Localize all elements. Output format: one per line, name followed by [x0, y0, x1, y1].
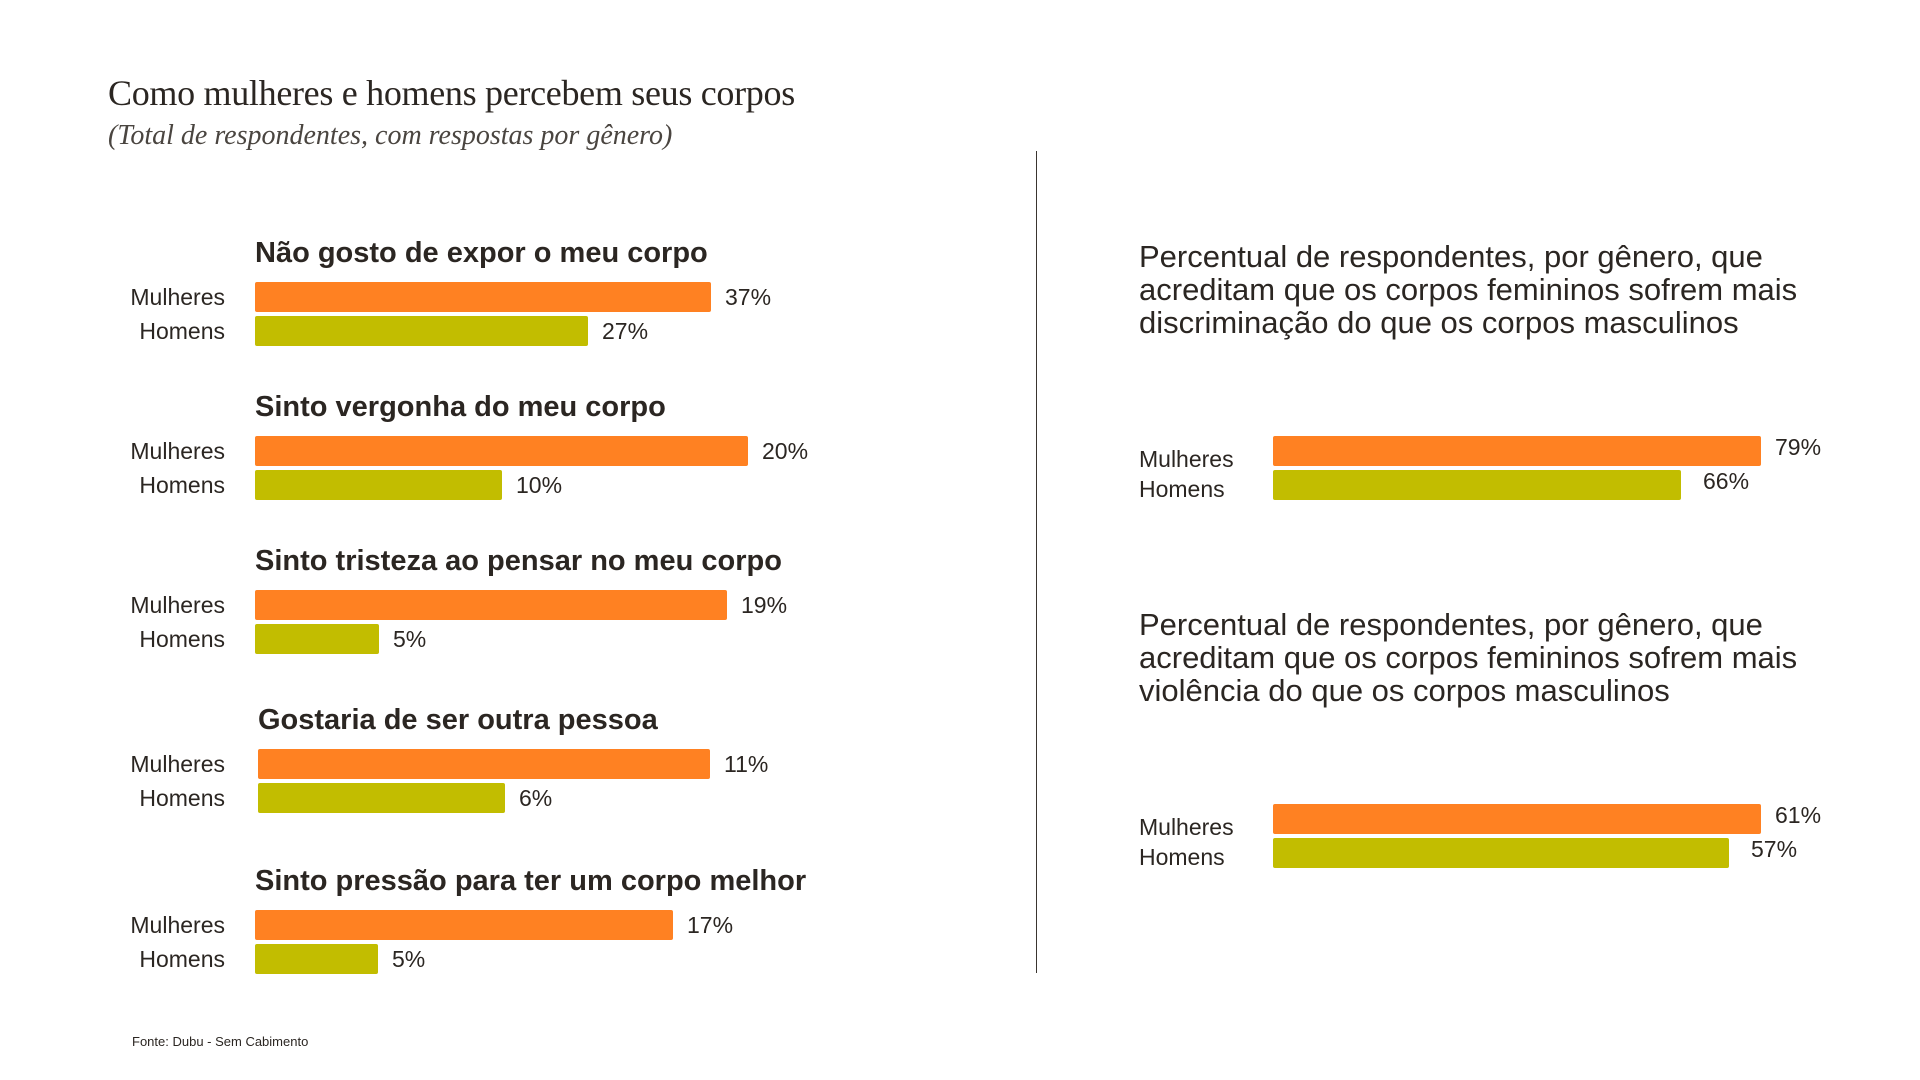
- value-label-homens: 27%: [602, 318, 649, 344]
- group-heading: Sinto vergonha do meu corpo: [255, 391, 666, 423]
- bar-mulheres: [255, 436, 748, 466]
- source-note: Fonte: Dubu - Sem Cabimento: [132, 1034, 309, 1049]
- value-label-homens: 10%: [516, 472, 563, 498]
- bar-mulheres: [1273, 804, 1761, 834]
- value-label-homens: 57%: [1751, 836, 1798, 862]
- group-heading: Não gosto de expor o meu corpo: [255, 237, 708, 269]
- bar-mulheres: [255, 590, 727, 620]
- bar-mulheres: [258, 749, 710, 779]
- bar-homens: [255, 944, 378, 974]
- value-label-homens: 5%: [393, 626, 427, 652]
- row-label-mulheres: Mulheres: [130, 284, 225, 310]
- bar-mulheres: [1273, 436, 1761, 466]
- bar-group: Sinto vergonha do meu corpo Mulheres 20% Ho…: [0, 391, 1020, 521]
- panel-divider: [1036, 151, 1037, 973]
- bar-homens: [1273, 470, 1681, 500]
- value-label-mulheres: 11%: [724, 751, 769, 777]
- row-label-homens: Homens: [139, 318, 225, 344]
- page-subtitle: (Total de respondentes, com respostas po…: [108, 120, 673, 151]
- right-chart: Percentual de respondentes, por gênero, …: [1139, 239, 1899, 502]
- row-label-homens: Homens: [1139, 844, 1225, 870]
- group-heading: Sinto tristeza ao pensar no meu corpo: [255, 545, 782, 577]
- row-label-mulheres: Mulheres: [130, 751, 225, 777]
- bar-mulheres: [255, 282, 711, 312]
- value-label-mulheres: 61%: [1775, 802, 1822, 828]
- row-label-mulheres: Mulheres: [130, 912, 225, 938]
- value-label-homens: 6%: [519, 785, 553, 811]
- bar-group: Não gosto de expor o meu corpo Mulheres 37…: [0, 237, 1020, 367]
- row-label-homens: Homens: [139, 626, 225, 652]
- right-chart-title: Percentual de respondentes, por gênero, …: [1139, 607, 1798, 708]
- bar-homens: [255, 316, 588, 346]
- value-label-mulheres: 37%: [725, 284, 772, 310]
- row-label-homens: Homens: [139, 946, 225, 972]
- row-label-mulheres: Mulheres: [130, 438, 225, 464]
- group-heading: Sinto pressão para ter um corpo melhor: [255, 865, 807, 897]
- bar-homens: [255, 624, 379, 654]
- value-label-homens: 66%: [1703, 468, 1750, 494]
- value-label-mulheres: 20%: [762, 438, 809, 464]
- bar-group: Gostaria de ser outra pessoa Mulheres 11% H…: [0, 704, 1020, 834]
- bar-homens: [255, 470, 502, 500]
- row-label-homens: Homens: [139, 472, 225, 498]
- row-label-homens: Homens: [139, 785, 225, 811]
- group-heading: Gostaria de ser outra pessoa: [258, 704, 658, 736]
- bar-homens: [1273, 838, 1729, 868]
- bar-mulheres: [255, 910, 673, 940]
- value-label-mulheres: 19%: [741, 592, 788, 618]
- row-label-mulheres: Mulheres: [1139, 446, 1234, 472]
- row-label-mulheres: Mulheres: [130, 592, 225, 618]
- page-title: Como mulheres e homens percebem seus cor…: [108, 73, 795, 113]
- row-label-homens: Homens: [1139, 476, 1225, 502]
- right-chart: Percentual de respondentes, por gênero, …: [1139, 607, 1899, 870]
- value-label-homens: 5%: [392, 946, 426, 972]
- bar-group: Sinto tristeza ao pensar no meu corpo Mul…: [0, 545, 1020, 675]
- bar-group: Sinto pressão para ter um corpo melhor Mu…: [0, 865, 1020, 995]
- row-label-mulheres: Mulheres: [1139, 814, 1234, 840]
- value-label-mulheres: 17%: [687, 912, 734, 938]
- value-label-mulheres: 79%: [1775, 434, 1822, 460]
- right-chart-title: Percentual de respondentes, por gênero, …: [1139, 239, 1798, 340]
- bar-homens: [258, 783, 505, 813]
